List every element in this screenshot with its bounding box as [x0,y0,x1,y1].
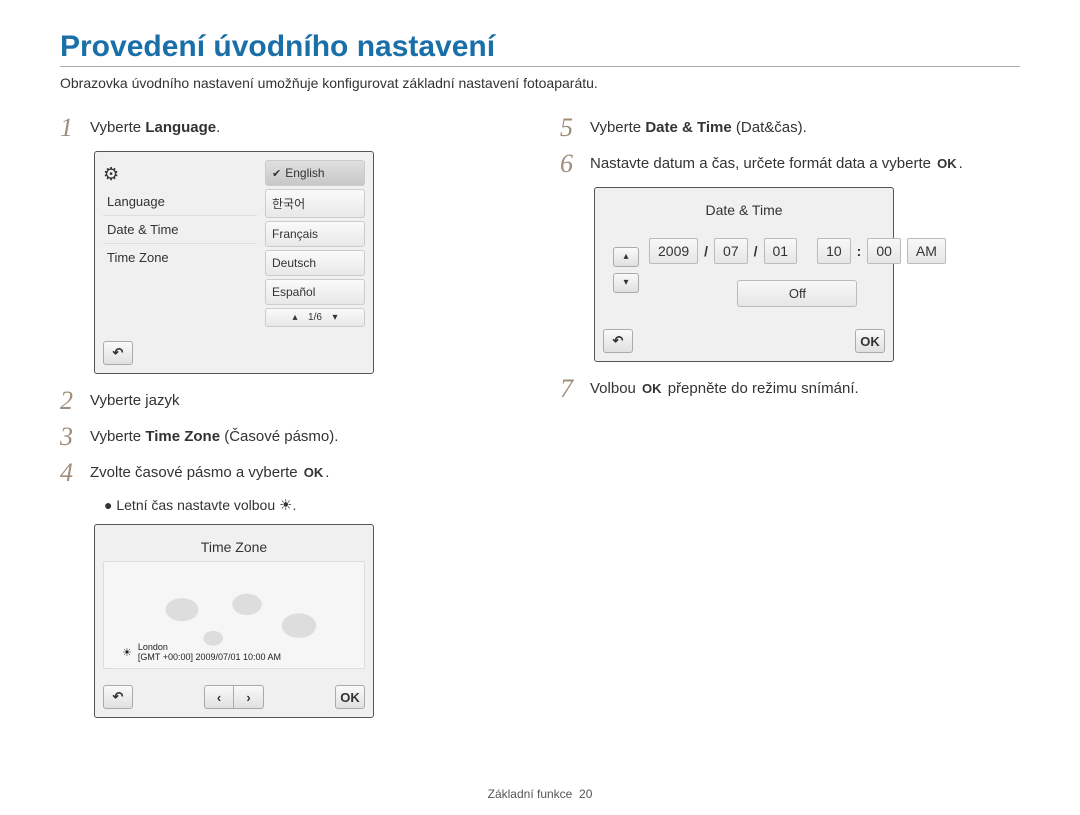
date-format-off[interactable]: Off [737,280,857,307]
step-7: 7 Volbou OK přepněte do režimu snímání. [560,376,1020,402]
step-bold: Language [145,119,216,136]
intro-text: Obrazovka úvodního nastavení umožňuje ko… [60,75,1020,91]
back-button[interactable]: ↶ [103,341,133,365]
timezone-title: Time Zone [103,533,365,561]
step-4: 4 Zvolte časové pásmo a vyberte OK. [60,460,520,486]
sun-icon: ☀ [279,497,292,514]
step-5: 5 Vyberte Date & Time (Dat&čas). [560,115,1020,141]
back-button[interactable]: ↶ [603,329,633,353]
page-number: 20 [579,787,592,801]
ok-button[interactable]: OK [335,685,365,709]
value-down-button[interactable]: ▾ [613,273,639,293]
pager-text: 1/6 [308,312,322,323]
page-footer: Základní funkce 20 [0,787,1080,801]
timezone-city: London [138,642,281,652]
step-2: 2 Vyberte jazyk [60,388,520,414]
hour-field[interactable]: 10 [817,238,851,264]
timezone-screen: Time Zone ☀ London [GMT +00:00] 2009/07/… [94,524,374,718]
day-field[interactable]: 01 [764,238,798,264]
month-field[interactable]: 07 [714,238,748,264]
timezone-detail: [GMT +00:00] 2009/07/01 10:00 AM [138,652,281,662]
step-4-bullet: ● Letní čas nastavte volbou ☀. [104,496,520,514]
lang-option-deutsch[interactable]: Deutsch [265,250,365,276]
ok-icon: OK [302,465,326,480]
footer-section: Základní funkce [488,787,573,801]
lang-option-korean[interactable]: 한국어 [265,189,365,218]
datetime-title: Date & Time [603,196,885,224]
ok-button[interactable]: OK [855,329,885,353]
value-up-button[interactable]: ▴ [613,247,639,267]
lang-option-english[interactable]: ✔English [265,160,365,186]
step-text: Vyberte [90,119,145,136]
language-screen: ⚙ Language Date & Time Time Zone ✔Englis… [94,151,374,374]
step-number: 1 [60,115,78,141]
back-button[interactable]: ↶ [103,685,133,709]
page-title: Provedení úvodního nastavení [60,30,1020,67]
menu-item-language[interactable]: Language [103,188,257,216]
timezone-map[interactable]: ☀ London [GMT +00:00] 2009/07/01 10:00 A… [103,561,365,669]
pager-up-icon[interactable]: ▴ [288,312,302,323]
minute-field[interactable]: 00 [867,238,901,264]
menu-item-time-zone[interactable]: Time Zone [103,244,257,271]
lang-option-francais[interactable]: Français [265,221,365,247]
ok-icon: OK [935,156,959,171]
step-6: 6 Nastavte datum a čas, určete formát da… [560,151,1020,177]
pager-down-icon[interactable]: ▾ [328,312,342,323]
gear-icon: ⚙ [103,164,119,185]
language-pager: ▴ 1/6 ▾ [265,308,365,327]
next-button[interactable]: › [234,685,264,709]
check-icon: ✔ [272,167,281,180]
step-1: 1 Vyberte Language. [60,115,520,141]
ok-icon: OK [640,381,664,396]
dst-icon: ☀ [122,646,132,659]
prev-button[interactable]: ‹ [204,685,234,709]
year-field[interactable]: 2009 [649,238,698,264]
menu-item-date-time[interactable]: Date & Time [103,216,257,244]
datetime-screen: Date & Time ▴ ▾ 2009 / 07 / 01 [594,187,894,362]
lang-option-espanol[interactable]: Español [265,279,365,305]
step-3: 3 Vyberte Time Zone (Časové pásmo). [60,424,520,450]
ampm-field[interactable]: AM [907,238,946,264]
